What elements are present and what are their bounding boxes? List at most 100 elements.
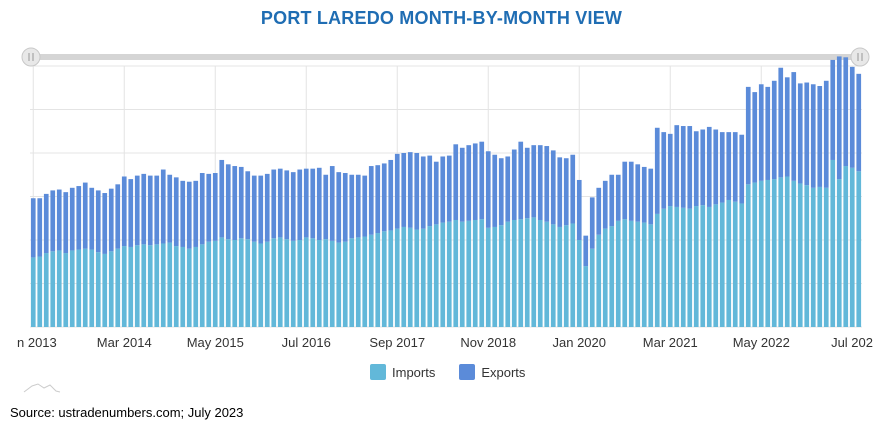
imports-bar[interactable] <box>453 219 459 327</box>
exports-bar[interactable] <box>557 157 563 227</box>
imports-bar[interactable] <box>115 248 121 327</box>
imports-bar[interactable] <box>641 222 647 327</box>
imports-bar[interactable] <box>388 230 394 327</box>
exports-bar[interactable] <box>115 184 121 249</box>
exports-bar[interactable] <box>63 192 69 254</box>
exports-bar[interactable] <box>544 146 550 222</box>
exports-bar[interactable] <box>167 174 173 243</box>
imports-bar[interactable] <box>414 229 420 327</box>
imports-bar[interactable] <box>375 233 381 327</box>
exports-bar[interactable] <box>388 159 394 231</box>
imports-bar[interactable] <box>745 184 751 327</box>
imports-bar[interactable] <box>277 237 283 327</box>
imports-bar[interactable] <box>524 218 530 327</box>
imports-bar[interactable] <box>505 221 511 327</box>
imports-bar[interactable] <box>316 240 322 327</box>
exports-bar[interactable] <box>310 168 316 239</box>
exports-bar[interactable] <box>602 180 608 229</box>
imports-bar[interactable] <box>576 240 582 327</box>
imports-bar[interactable] <box>693 206 699 327</box>
imports-bar[interactable] <box>186 248 192 327</box>
imports-bar[interactable] <box>537 219 543 327</box>
imports-bar[interactable] <box>583 266 589 327</box>
exports-bar[interactable] <box>752 92 758 183</box>
range-navigator[interactable] <box>21 47 870 67</box>
exports-bar[interactable] <box>518 141 524 220</box>
imports-bar[interactable] <box>498 225 504 327</box>
imports-bar[interactable] <box>531 217 537 327</box>
exports-bar[interactable] <box>414 153 420 230</box>
imports-bar[interactable] <box>700 205 706 327</box>
imports-bar[interactable] <box>719 202 725 327</box>
exports-bar[interactable] <box>706 126 712 207</box>
imports-bar[interactable] <box>147 245 153 327</box>
exports-bar[interactable] <box>251 175 257 242</box>
exports-bar[interactable] <box>804 82 810 186</box>
navigator-left-handle-icon[interactable] <box>21 47 41 67</box>
exports-bar[interactable] <box>427 155 433 227</box>
imports-bar[interactable] <box>128 246 134 327</box>
imports-bar[interactable] <box>823 187 829 327</box>
imports-bar[interactable] <box>817 186 823 327</box>
imports-bar[interactable] <box>622 219 628 327</box>
imports-bar[interactable] <box>303 237 309 327</box>
exports-bar[interactable] <box>336 172 342 243</box>
exports-bar[interactable] <box>193 180 199 247</box>
exports-bar[interactable] <box>797 83 803 184</box>
imports-bar[interactable] <box>284 239 290 327</box>
imports-bar[interactable] <box>251 241 257 327</box>
exports-bar[interactable] <box>661 132 667 209</box>
imports-bar[interactable] <box>784 176 790 327</box>
exports-bar[interactable] <box>498 158 504 226</box>
exports-bar[interactable] <box>823 80 829 188</box>
exports-bar[interactable] <box>290 172 296 241</box>
exports-bar[interactable] <box>108 188 114 252</box>
exports-bar[interactable] <box>446 155 452 222</box>
imports-bar[interactable] <box>141 244 147 327</box>
imports-bar[interactable] <box>368 234 374 327</box>
imports-bar[interactable] <box>219 237 225 327</box>
imports-bar[interactable] <box>108 251 114 327</box>
imports-bar[interactable] <box>56 250 62 327</box>
exports-bar[interactable] <box>576 179 582 240</box>
imports-bar[interactable] <box>43 253 49 327</box>
imports-bar[interactable] <box>362 236 368 327</box>
exports-bar[interactable] <box>550 150 556 225</box>
imports-bar[interactable] <box>167 242 173 327</box>
imports-bar[interactable] <box>661 208 667 327</box>
exports-bar[interactable] <box>316 167 322 240</box>
imports-bar[interactable] <box>180 246 186 327</box>
exports-bar[interactable] <box>745 86 751 185</box>
navigator-track[interactable] <box>30 54 860 60</box>
exports-bar[interactable] <box>758 84 764 181</box>
imports-bar[interactable] <box>589 248 595 327</box>
imports-bar[interactable] <box>791 180 797 327</box>
imports-bar[interactable] <box>459 221 465 327</box>
imports-bar[interactable] <box>433 224 439 327</box>
exports-bar[interactable] <box>856 73 862 172</box>
imports-bar[interactable] <box>849 167 855 327</box>
exports-bar[interactable] <box>836 56 842 180</box>
exports-bar[interactable] <box>82 182 88 249</box>
imports-bar[interactable] <box>245 239 251 327</box>
imports-bar[interactable] <box>739 203 745 327</box>
imports-bar[interactable] <box>336 242 342 327</box>
imports-bar[interactable] <box>615 220 621 327</box>
exports-bar[interactable] <box>440 156 446 223</box>
imports-bar[interactable] <box>687 208 693 327</box>
exports-bar[interactable] <box>492 154 498 227</box>
exports-bar[interactable] <box>401 153 407 227</box>
imports-bar[interactable] <box>836 179 842 327</box>
exports-bar[interactable] <box>225 164 231 240</box>
imports-bar[interactable] <box>134 245 140 327</box>
exports-bar[interactable] <box>674 125 680 207</box>
exports-bar[interactable] <box>95 190 101 253</box>
imports-bar[interactable] <box>856 171 862 327</box>
exports-bar[interactable] <box>206 173 212 242</box>
imports-bar[interactable] <box>544 221 550 327</box>
exports-bar[interactable] <box>791 72 797 181</box>
exports-bar[interactable] <box>843 57 849 167</box>
imports-bar[interactable] <box>635 221 641 327</box>
imports-bar[interactable] <box>667 206 673 327</box>
exports-bar[interactable] <box>180 180 186 247</box>
